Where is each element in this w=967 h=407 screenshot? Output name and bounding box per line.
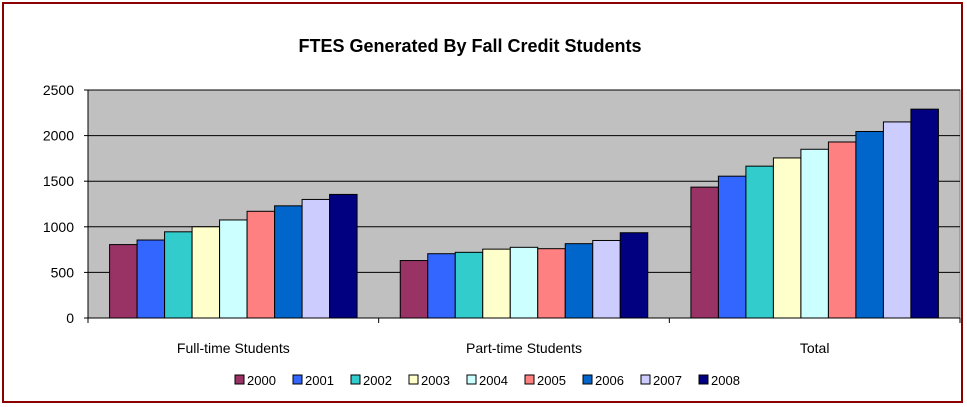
legend-swatch xyxy=(350,374,361,385)
bar xyxy=(109,244,138,319)
bar xyxy=(717,175,747,319)
bar xyxy=(827,141,857,319)
legend-label: 2006 xyxy=(595,373,624,388)
legend: 2000 2001 2002 2003 2004 2005 2006 2007 2008 xyxy=(234,373,740,388)
bar xyxy=(564,243,594,319)
bar xyxy=(592,239,621,319)
bar xyxy=(399,260,429,319)
legend-swatch xyxy=(582,374,593,385)
legend-swatch xyxy=(698,374,709,385)
bar xyxy=(246,210,276,319)
legend-label: 2005 xyxy=(537,373,566,388)
bar xyxy=(882,121,912,319)
bar xyxy=(619,232,649,319)
legend-swatch xyxy=(234,374,245,385)
bar xyxy=(509,246,539,319)
chart-title: FTES Generated By Fall Credit Students xyxy=(298,36,641,56)
bar xyxy=(800,148,829,319)
bar xyxy=(772,157,802,319)
x-tick-label: Part-time Students xyxy=(466,340,582,356)
bar xyxy=(745,165,774,319)
legend-label: 2002 xyxy=(363,373,392,388)
legend-label: 2004 xyxy=(479,373,508,388)
legend-label: 2003 xyxy=(421,373,450,388)
bar xyxy=(690,186,719,319)
legend-swatch xyxy=(524,374,535,385)
y-tick-label: 500 xyxy=(51,264,75,280)
bar xyxy=(329,193,358,319)
bar xyxy=(855,130,884,319)
y-tick-label: 2500 xyxy=(43,82,74,98)
y-tick-label: 1000 xyxy=(43,219,74,235)
y-tick-label: 1500 xyxy=(43,173,74,189)
bar xyxy=(537,248,566,319)
legend-swatch xyxy=(466,374,477,385)
bar xyxy=(454,251,484,319)
bar xyxy=(191,226,221,319)
bar xyxy=(482,248,511,319)
legend-label: 2007 xyxy=(653,373,682,388)
plot-area: 0 500 1000 1500 2000 2500 Full-time Students Pa… xyxy=(43,82,961,356)
legend-swatch xyxy=(640,374,651,385)
x-tick-label: Total xyxy=(800,340,830,356)
bar xyxy=(219,219,248,319)
legend-swatch xyxy=(408,374,419,385)
bar xyxy=(136,239,166,319)
y-tick-label: 0 xyxy=(66,310,74,326)
bar xyxy=(910,108,939,319)
x-tick-label: Full-time Students xyxy=(177,340,290,356)
bar xyxy=(274,205,303,319)
legend-swatch xyxy=(292,374,303,385)
bar xyxy=(301,198,331,319)
legend-label: 2008 xyxy=(711,373,740,388)
legend-label: 2001 xyxy=(305,373,334,388)
legend-label: 2000 xyxy=(247,373,276,388)
y-tick-label: 2000 xyxy=(43,128,74,144)
bar xyxy=(164,231,193,319)
bar xyxy=(427,253,456,319)
